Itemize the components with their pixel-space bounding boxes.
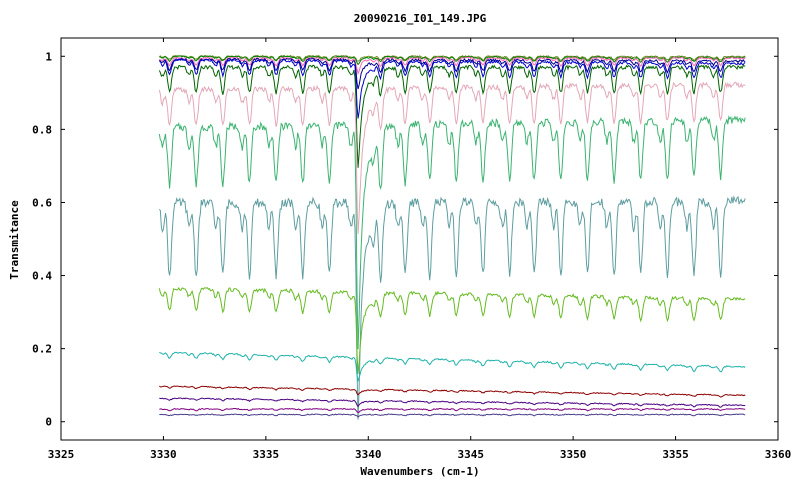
y-axis-ticks: 0 0.2 0.4 0.6 0.8 1	[32, 50, 778, 429]
y-tick-label: 0.6	[32, 196, 52, 209]
x-axis-label: Wavenumbers (cm-1)	[360, 465, 479, 478]
y-tick-label: 1	[45, 50, 52, 63]
y-tick-label: 0.2	[32, 343, 52, 356]
x-tick-label: 3360	[765, 448, 792, 461]
x-tick-label: 3340	[355, 448, 382, 461]
x-axis-ticks: 3325 3330 3335 3340 3345 3350 3355 3360	[48, 38, 792, 461]
series-line-2	[159, 55, 746, 66]
series-line-7	[158, 81, 746, 235]
series-line-13	[159, 397, 746, 408]
plot-area-frame	[60, 37, 779, 441]
series-line-5	[159, 58, 746, 119]
y-axis-label: Transmitance	[8, 200, 21, 280]
x-tick-label: 3345	[457, 448, 484, 461]
x-tick-label: 3325	[48, 448, 75, 461]
y-tick-label: 0.4	[32, 270, 52, 283]
series-group	[158, 54, 746, 420]
y-tick-label: 0.8	[32, 123, 52, 136]
x-tick-label: 3335	[253, 448, 280, 461]
series-line-15	[159, 413, 746, 418]
series-line-6	[158, 64, 746, 168]
series-line-11	[159, 351, 746, 383]
series-line-4	[159, 57, 746, 90]
series-line-8	[158, 115, 746, 350]
series-line-9	[158, 195, 746, 420]
x-tick-label: 3350	[560, 448, 587, 461]
chart-title: 20090216_I01_149.JPG	[354, 12, 487, 25]
series-line-12	[158, 385, 746, 398]
x-tick-label: 3330	[150, 448, 177, 461]
series-line-14	[159, 407, 746, 414]
y-tick-label: 0	[45, 416, 52, 429]
series-line-10	[158, 286, 746, 374]
x-tick-label: 3355	[662, 448, 689, 461]
